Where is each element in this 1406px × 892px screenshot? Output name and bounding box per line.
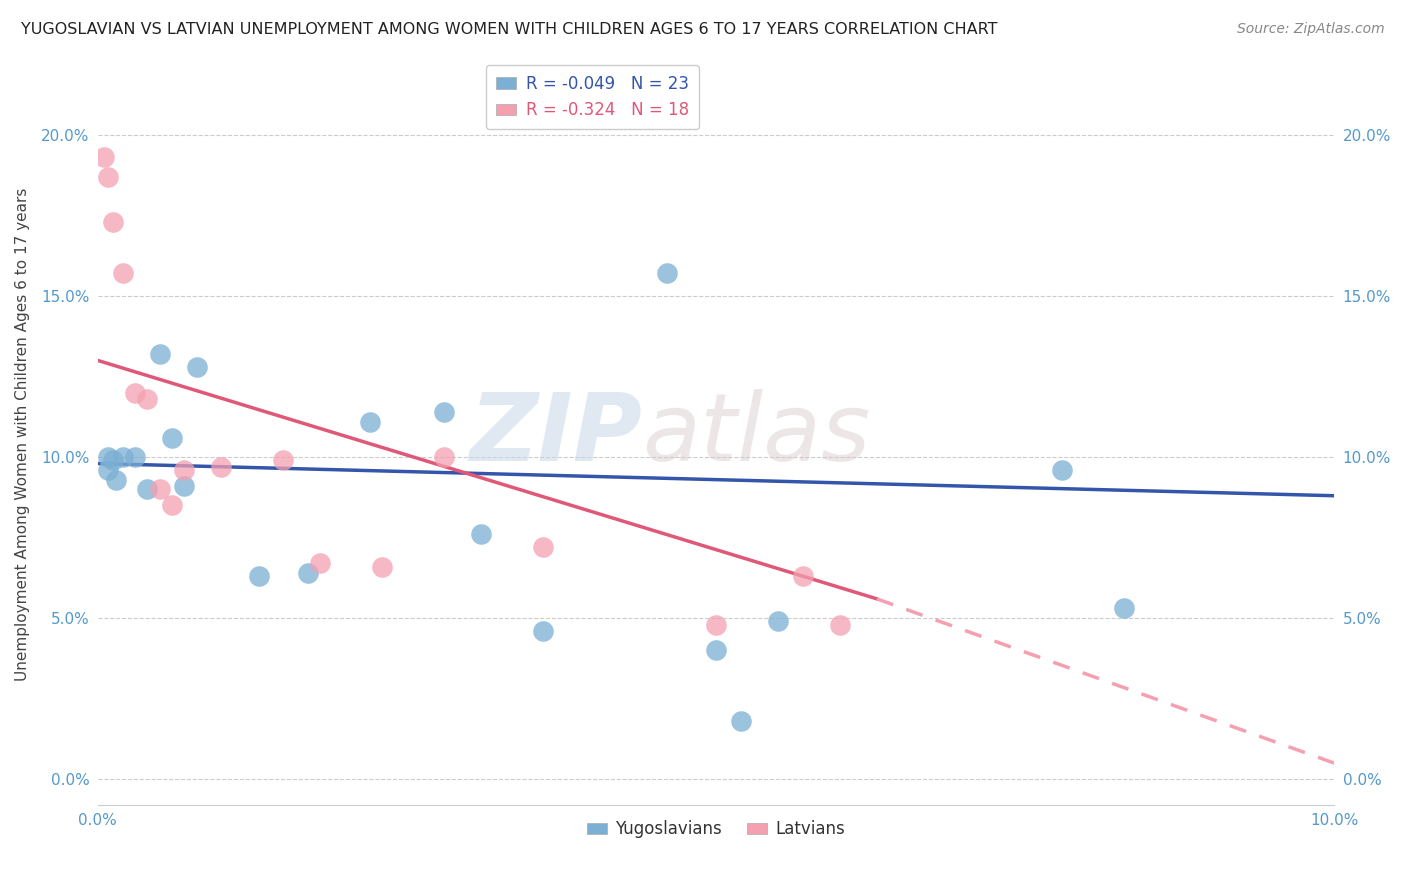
Point — [1052, 463, 1074, 477]
Point — [124, 450, 146, 464]
Point — [730, 714, 752, 729]
Point — [93, 151, 115, 165]
Point — [704, 643, 727, 657]
Text: Source: ZipAtlas.com: Source: ZipAtlas.com — [1237, 22, 1385, 37]
Point — [766, 615, 789, 629]
Point — [704, 617, 727, 632]
Point — [186, 359, 208, 374]
Point — [105, 473, 128, 487]
Point — [173, 463, 195, 477]
Text: ZIP: ZIP — [470, 389, 643, 481]
Point — [655, 267, 678, 281]
Point — [470, 527, 492, 541]
Point — [111, 267, 134, 281]
Point — [371, 559, 394, 574]
Point — [97, 463, 120, 477]
Point — [173, 479, 195, 493]
Point — [828, 617, 851, 632]
Point — [136, 483, 159, 497]
Point — [149, 483, 172, 497]
Point — [101, 215, 124, 229]
Point — [1112, 601, 1135, 615]
Point — [247, 569, 270, 583]
Point — [297, 566, 319, 580]
Legend: Yugoslavians, Latvians: Yugoslavians, Latvians — [581, 814, 852, 845]
Text: YUGOSLAVIAN VS LATVIAN UNEMPLOYMENT AMONG WOMEN WITH CHILDREN AGES 6 TO 17 YEARS: YUGOSLAVIAN VS LATVIAN UNEMPLOYMENT AMON… — [21, 22, 998, 37]
Point — [433, 405, 456, 419]
Point — [433, 450, 456, 464]
Point — [211, 459, 233, 474]
Point — [149, 347, 172, 361]
Text: atlas: atlas — [643, 389, 870, 480]
Point — [111, 450, 134, 464]
Point — [136, 392, 159, 406]
Point — [160, 431, 183, 445]
Point — [97, 450, 120, 464]
Point — [359, 415, 381, 429]
Point — [531, 624, 554, 638]
Point — [271, 453, 294, 467]
Point — [792, 569, 814, 583]
Point — [531, 541, 554, 555]
Point — [101, 453, 124, 467]
Point — [124, 385, 146, 400]
Y-axis label: Unemployment Among Women with Children Ages 6 to 17 years: Unemployment Among Women with Children A… — [15, 188, 30, 681]
Point — [309, 557, 332, 571]
Point — [97, 169, 120, 184]
Point — [160, 499, 183, 513]
